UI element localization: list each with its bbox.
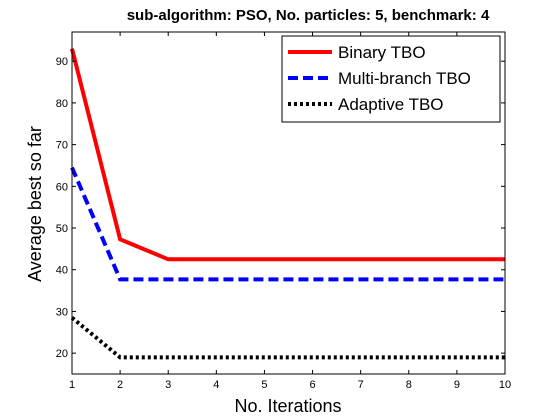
chart-title: sub-algorithm: PSO, No. particles: 5, be… [127,7,490,24]
y-axis-ticks: 20 30 40 50 60 70 80 90 [56,56,505,360]
series-line-2 [70,166,505,282]
plot-lines [70,48,505,360]
plot-area-frame [71,31,506,375]
y-tick-label: 30 [56,306,68,318]
legend-label-2: Multi-branch TBO [338,69,471,88]
x-tick-label: 7 [358,379,364,391]
y-tick-label: 40 [56,265,68,277]
legend-items: Binary TBO Multi-branch TBO Adaptive TBO [288,43,471,114]
legend: Binary TBO Multi-branch TBO Adaptive TBO [281,35,501,123]
y-tick-label: 70 [56,140,68,152]
x-tick-label: 2 [117,379,123,391]
y-tick-label: 80 [56,98,68,110]
x-tick-label: 8 [406,379,412,391]
series-line-1 [70,48,505,262]
x-tick-label: 5 [261,379,267,391]
legend-label-1: Binary TBO [338,43,426,62]
y-axis-label: Average best so far [25,126,45,282]
x-tick-label: 6 [309,379,315,391]
x-tick-label: 9 [454,379,460,391]
series-line-3 [70,316,505,360]
x-tick-label: 1 [69,379,75,391]
y-tick-label: 20 [56,348,68,360]
y-tick-label: 50 [56,223,68,235]
x-tick-label: 10 [499,379,511,391]
x-tick-label: 3 [165,379,171,391]
y-tick-label: 60 [56,181,68,193]
legend-label-3: Adaptive TBO [338,95,444,114]
x-axis-label: No. Iterations [234,396,341,416]
x-axis-ticks: 1 2 3 4 5 6 7 8 9 10 [69,32,511,391]
x-tick-label: 4 [213,379,219,391]
y-tick-label: 90 [56,56,68,68]
